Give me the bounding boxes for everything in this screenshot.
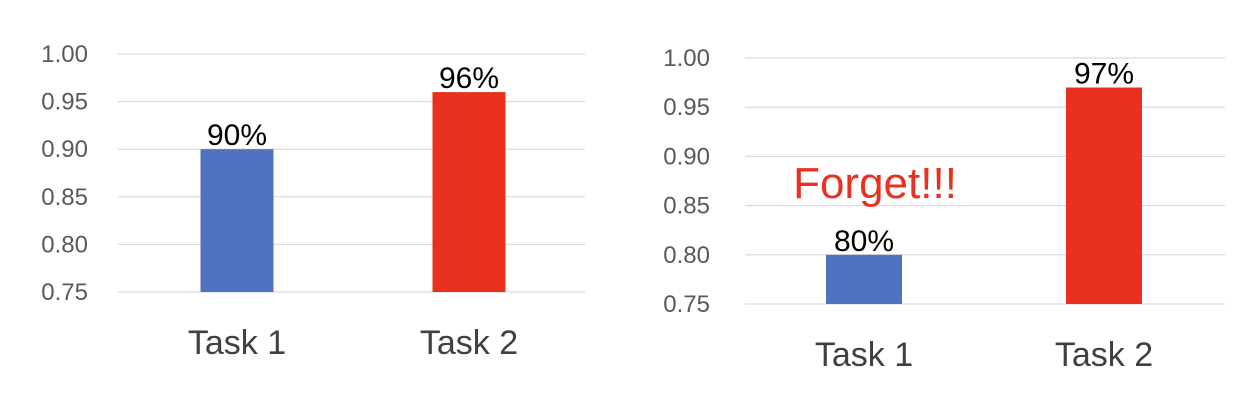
y-tick-label: 1.00 (663, 45, 710, 72)
bar-task-1 (826, 254, 902, 304)
x-tick-label: Task 1 (815, 336, 913, 374)
x-tick-label: Task 2 (420, 324, 518, 362)
y-tick-label: 0.85 (41, 184, 88, 211)
y-tick-label: 0.90 (41, 136, 88, 163)
x-tick-label: Task 2 (1055, 336, 1153, 374)
bar-task-1 (200, 149, 274, 292)
y-tick-label: 1.00 (41, 41, 88, 68)
y-tick-label: 0.95 (663, 94, 710, 121)
x-tick-label: Task 1 (188, 324, 286, 362)
y-tick-label: 0.75 (41, 279, 88, 306)
y-tick-label: 0.80 (663, 242, 710, 269)
y-tick-label: 0.90 (663, 143, 710, 170)
y-tick-label: 0.85 (663, 193, 710, 220)
data-label: 97% (1074, 58, 1134, 91)
left-bar-chart: 0.75 0.80 0.85 0.90 0.95 1.00 90% Task 1 96% Task… (41, 41, 585, 362)
bar-task-2 (1066, 87, 1142, 305)
y-tick-label: 0.80 (41, 231, 88, 258)
y-tick-label: 0.95 (41, 89, 88, 116)
bar-task-2 (432, 92, 506, 292)
data-label: 90% (207, 119, 267, 152)
data-label: 80% (834, 225, 894, 258)
y-tick-label: 0.75 (663, 291, 710, 318)
forget-annotation: Forget!!! (793, 159, 957, 208)
data-label: 96% (439, 62, 499, 95)
right-bar-chart: 0.75 0.80 0.85 0.90 0.95 1.00 80% Task 1 97% Task… (663, 45, 1225, 374)
